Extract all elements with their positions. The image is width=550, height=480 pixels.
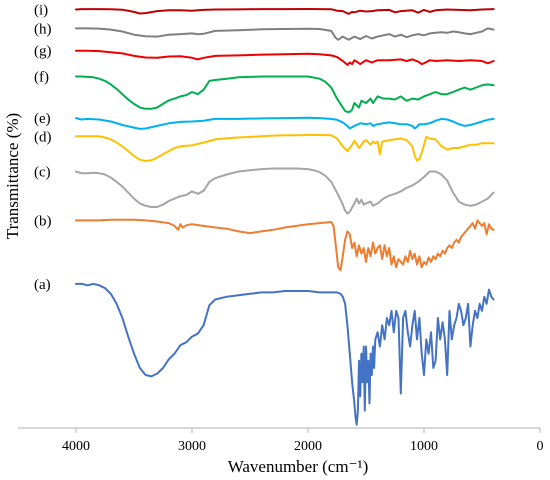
spectrum-line-f: [75, 75, 495, 113]
series-label-h: (h): [34, 21, 52, 37]
series-label-i: (i): [34, 3, 48, 19]
x-axis-title: Wavenumber (cm⁻¹): [228, 457, 369, 476]
spectrum-line-d: [75, 134, 495, 162]
x-tick-label: 2000: [294, 439, 322, 454]
series-label-b: (b): [34, 213, 52, 229]
series-label-d: (d): [34, 129, 52, 145]
x-tick-label: 3000: [178, 439, 206, 454]
series-labels: (i) (h) (g) (f) (e) (d) (c) (b) (a): [34, 3, 52, 293]
series-label-f: (f): [34, 69, 49, 85]
spectrum-line-a: [75, 282, 495, 426]
x-tick-label: 1000: [410, 439, 438, 454]
spectra-group: [75, 8, 495, 426]
spectrum-line-b: [75, 218, 495, 272]
spectrum-line-i: [75, 8, 495, 15]
x-axis-ticks: 4000 3000 2000 1000 0: [62, 428, 544, 454]
series-label-e: (e): [34, 111, 51, 127]
x-tick-label: 4000: [62, 439, 90, 454]
series-label-g: (g): [34, 44, 52, 60]
spectrum-line-h: [75, 27, 495, 41]
series-label-c: (c): [34, 165, 51, 181]
series-label-a: (a): [34, 277, 51, 293]
spectrum-line-c: [75, 167, 495, 215]
y-axis-title: Transmittance (%): [3, 113, 22, 239]
x-tick-label: 0: [537, 439, 544, 454]
spectrum-line-e: [75, 116, 495, 130]
spectrum-line-g: [75, 49, 495, 66]
